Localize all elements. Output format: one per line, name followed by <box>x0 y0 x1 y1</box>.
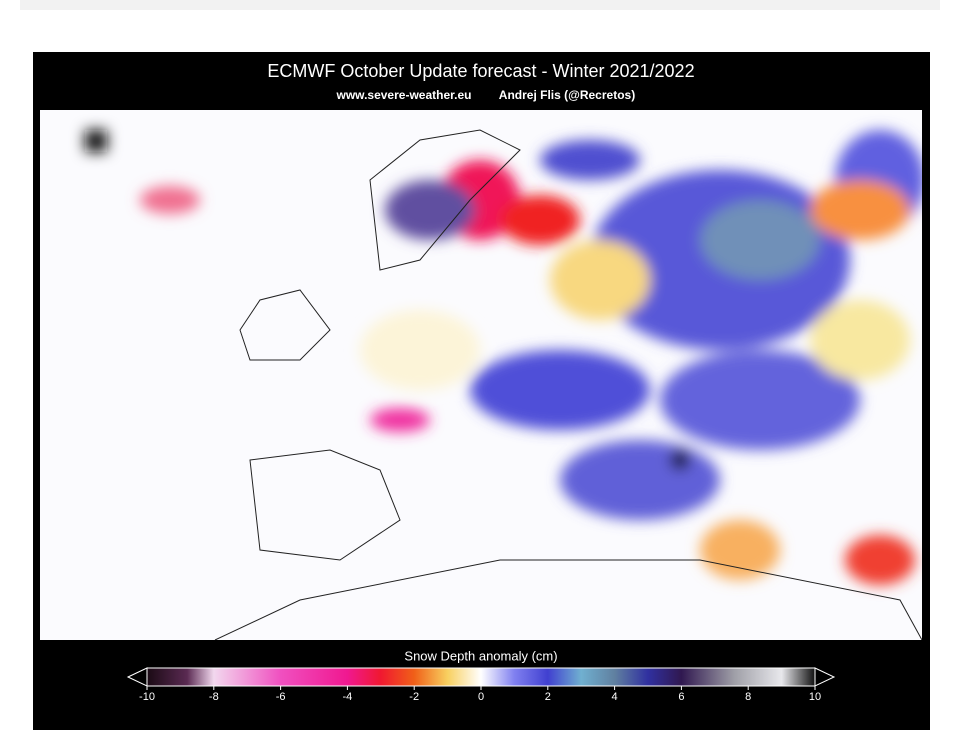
site: www.severe-weather.eu <box>336 88 472 102</box>
colorbar-ticks: -10 -8 -6 -4 -2 0 2 4 6 8 10 <box>139 686 821 703</box>
tick-label: 0 <box>478 691 484 703</box>
author: Andrej Flis (@Recretos) <box>499 88 635 102</box>
tick-label: 8 <box>745 691 751 703</box>
tick-label: -4 <box>343 691 353 703</box>
map <box>40 110 922 640</box>
tick-label: -8 <box>209 691 219 703</box>
colorbar <box>146 667 816 687</box>
tick-label: 2 <box>545 691 551 703</box>
tick-label: -6 <box>276 691 286 703</box>
title: ECMWF October Update forecast - Winter 2… <box>267 61 694 81</box>
colorbar-label: Snow Depth anomaly (cm) <box>404 648 557 663</box>
tick-label: -2 <box>409 691 419 703</box>
tick-label: 10 <box>809 691 821 703</box>
tick-label: -10 <box>139 691 155 703</box>
tick-label: 6 <box>678 691 684 703</box>
top-bar <box>20 0 940 10</box>
tick-label: 4 <box>612 691 618 703</box>
